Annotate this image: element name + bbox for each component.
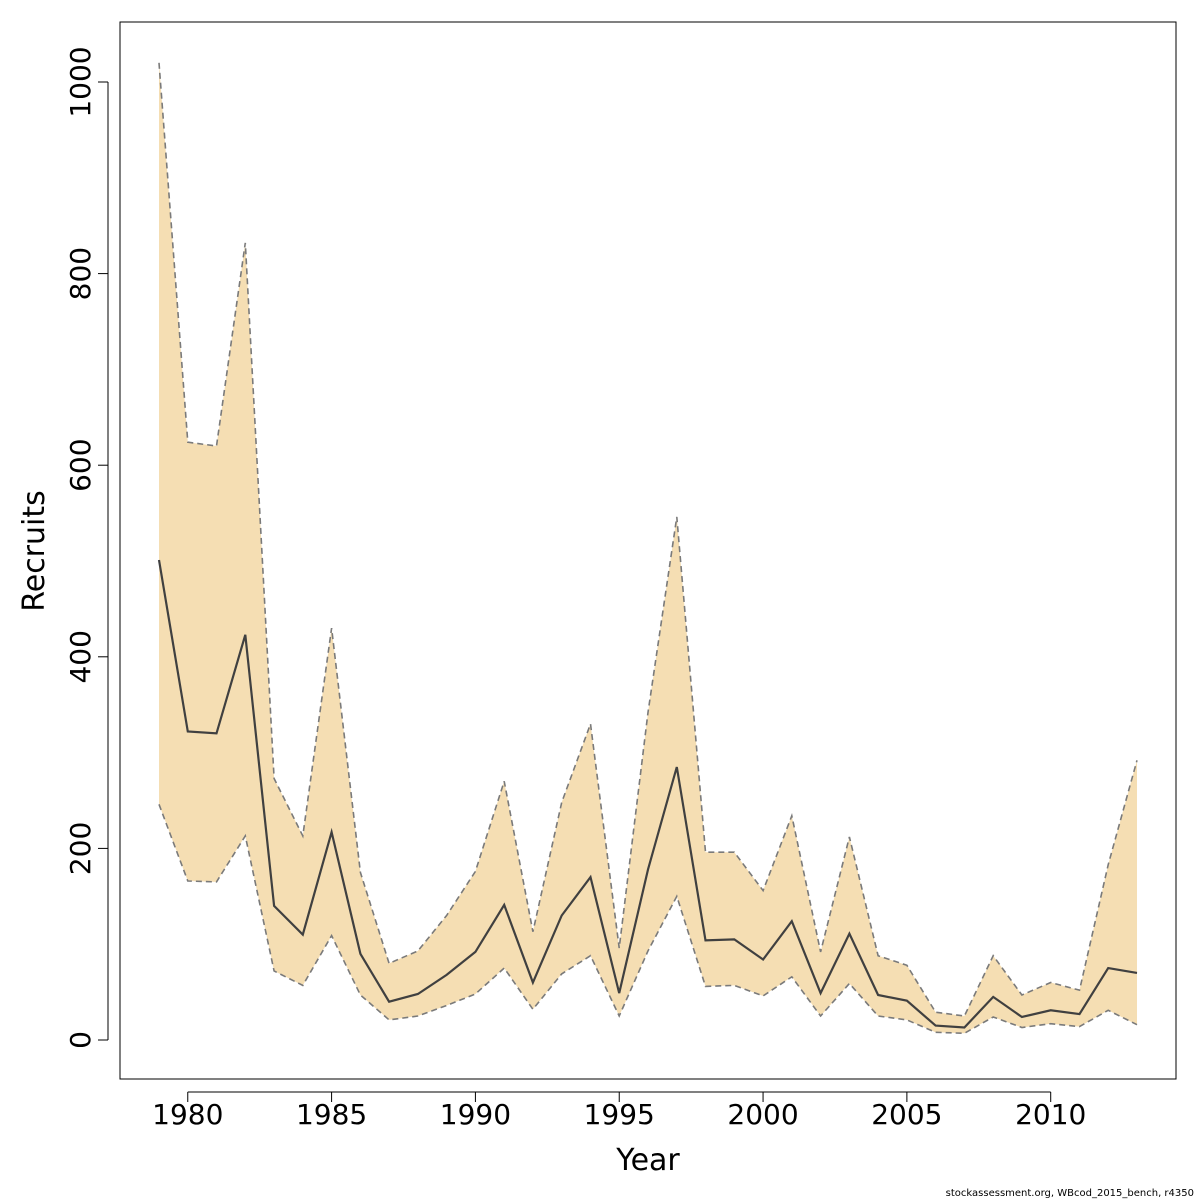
x-tick-label: 1995 [584, 1098, 655, 1131]
confidence-band [159, 62, 1137, 1034]
x-tick-label: 1990 [440, 1098, 511, 1131]
x-tick-label: 1985 [296, 1098, 367, 1131]
footer-note: stockassessment.org, WBcod_2015_bench, r… [946, 1188, 1194, 1199]
series-line-layer [157, 62, 1138, 1035]
x-axis: 1980 1985 1990 1995 2000 2005 2010 [152, 1091, 1086, 1131]
x-tick-label: 2010 [1015, 1098, 1086, 1131]
y-axis: 0 200 400 600 800 1000 [64, 46, 109, 1049]
y-axis-title: Recruits [17, 490, 52, 612]
x-axis-title: Year [615, 1143, 680, 1178]
upper-bound-line [158, 62, 1138, 1017]
recruits-estimate-line [157, 559, 1138, 1029]
y-tick-label: 400 [64, 630, 97, 683]
x-tick-label: 2005 [871, 1098, 942, 1131]
x-tick-label: 2000 [727, 1098, 798, 1131]
y-tick-label: 800 [64, 247, 97, 300]
y-tick-label: 1000 [64, 46, 97, 117]
y-tick-label: 200 [64, 822, 97, 875]
confidence-band-layer [159, 62, 1137, 1034]
x-tick-label: 1980 [152, 1098, 223, 1131]
y-tick-label: 0 [64, 1031, 97, 1049]
y-tick-label: 600 [64, 438, 97, 491]
plot-frame [119, 21, 1177, 1080]
lower-bound-line [158, 804, 1138, 1035]
